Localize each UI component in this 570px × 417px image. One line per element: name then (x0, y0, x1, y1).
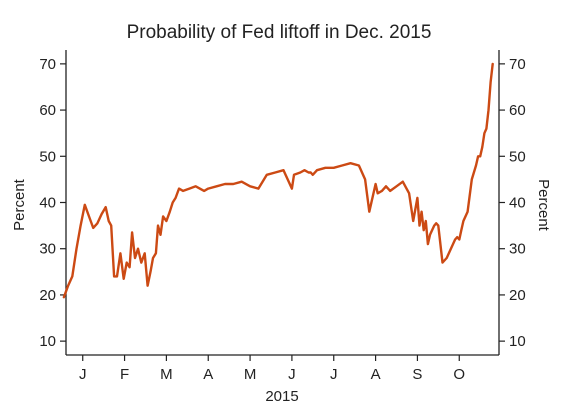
y-axis-title-right: Percent (535, 179, 552, 232)
chart-title: Probability of Fed liftoff in Dec. 2015 (127, 22, 432, 43)
y-tick-label-left: 30 (39, 241, 56, 258)
x-tick-label: M (160, 366, 173, 383)
y-tick-label-right: 50 (509, 148, 526, 165)
y-tick-label-left: 70 (39, 56, 56, 73)
left-axis: 10 20 30 40 50 60 70 (39, 56, 66, 350)
right-axis: 10 20 30 40 50 60 70 (499, 56, 526, 350)
y-tick-label-right: 10 (509, 333, 526, 350)
x-tick-label: J (288, 366, 296, 383)
x-tick-label: F (120, 366, 129, 383)
y-tick-label-right: 40 (509, 195, 526, 212)
x-tick-label: J (79, 366, 87, 383)
x-tick-label: S (412, 366, 422, 383)
y-tick-label-right: 60 (509, 102, 526, 119)
y-tick-label-right: 20 (509, 287, 526, 304)
y-tick-label-left: 20 (39, 287, 56, 304)
x-tick-label: J (330, 366, 338, 383)
y-tick-label-left: 60 (39, 102, 56, 119)
x-axis-title: 2015 (265, 388, 298, 405)
y-tick-label-left: 50 (39, 148, 56, 165)
y-tick-label-left: 10 (39, 333, 56, 350)
series-layer (62, 62, 494, 299)
series-line (62, 62, 494, 299)
y-tick-label-right: 30 (509, 241, 526, 258)
x-tick-label: A (203, 366, 213, 383)
y-tick-label-left: 40 (39, 195, 56, 212)
y-axis-title-left: Percent (11, 178, 28, 231)
x-tick-label: A (371, 366, 381, 383)
y-tick-label-right: 70 (509, 56, 526, 73)
x-tick-label: O (453, 366, 465, 383)
x-tick-label: M (244, 366, 257, 383)
plot-frame (65, 50, 500, 356)
